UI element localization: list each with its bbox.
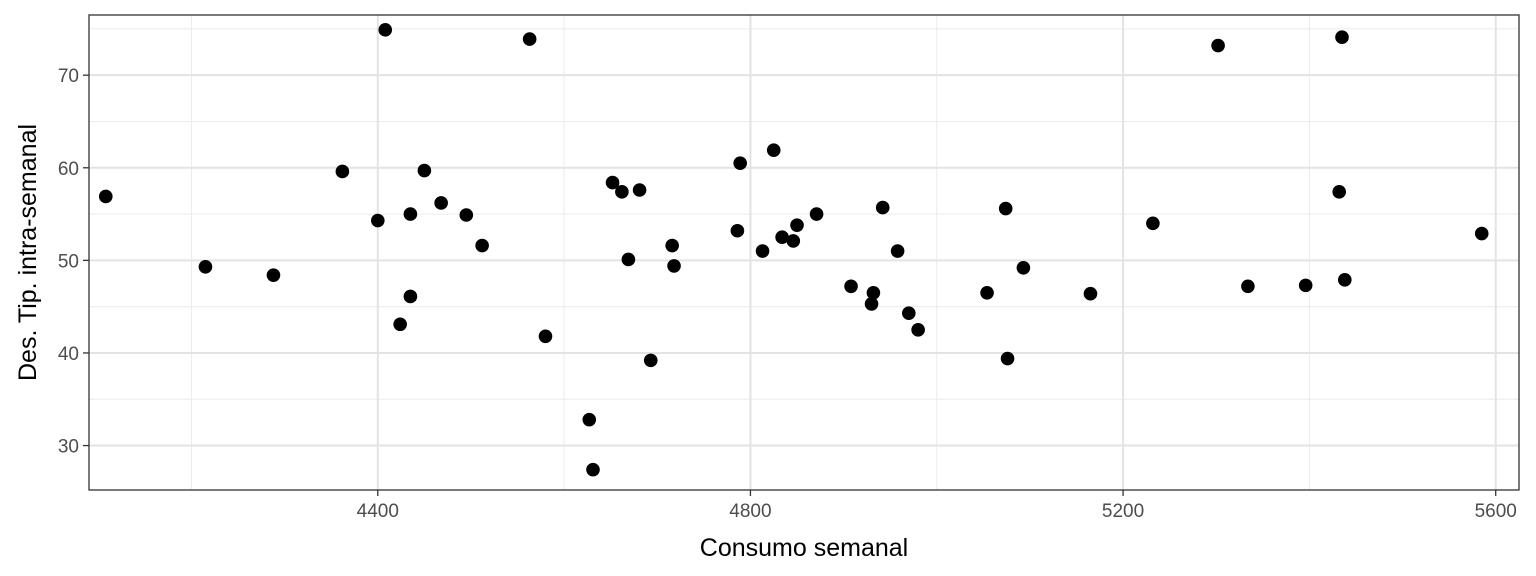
data-point xyxy=(522,32,537,46)
data-point xyxy=(621,252,636,267)
y-tick-label: 50 xyxy=(58,251,79,272)
data-point xyxy=(1016,260,1031,275)
plot-panel xyxy=(89,15,1519,490)
data-point xyxy=(902,306,916,320)
data-point xyxy=(775,230,789,245)
data-point xyxy=(1000,351,1015,366)
data-point xyxy=(417,163,432,178)
data-point xyxy=(733,156,747,170)
x-axis-ticks xyxy=(377,490,1497,496)
data-point xyxy=(790,218,804,232)
data-point xyxy=(403,207,418,221)
data-point xyxy=(459,208,474,222)
data-point xyxy=(665,238,679,253)
data-point xyxy=(730,223,745,238)
data-point xyxy=(911,323,925,337)
data-point xyxy=(632,183,647,197)
data-point xyxy=(615,185,629,199)
y-tick-label: 60 xyxy=(58,159,79,180)
data-point xyxy=(198,260,213,274)
data-point xyxy=(335,164,350,179)
data-point xyxy=(755,244,770,258)
data-point xyxy=(434,196,448,210)
data-point xyxy=(1298,278,1313,293)
x-tick-label: 4400 xyxy=(357,501,399,522)
data-point xyxy=(538,329,553,344)
major-gridlines xyxy=(89,15,1519,490)
plot-panel-border xyxy=(88,14,1520,491)
data-point xyxy=(766,143,781,157)
data-point xyxy=(1211,38,1225,53)
data-point xyxy=(98,189,113,204)
x-tick-label: 4800 xyxy=(729,501,771,522)
y-tick-label: 70 xyxy=(58,66,79,87)
data-point xyxy=(1241,279,1255,294)
y-axis-title: Des. Tip. intra-semanal xyxy=(14,124,42,381)
data-point xyxy=(403,289,418,304)
data-point xyxy=(980,285,994,300)
data-point xyxy=(998,201,1013,216)
data-point xyxy=(844,279,858,294)
y-axis-tick-labels: 30 40 50 60 70 xyxy=(58,66,79,457)
minor-gridlines xyxy=(89,15,1519,490)
x-tick-label: 5200 xyxy=(1102,501,1144,522)
data-point xyxy=(1474,226,1489,241)
data-point xyxy=(605,175,620,190)
data-point xyxy=(586,462,600,477)
data-point xyxy=(1083,286,1098,301)
data-point xyxy=(1332,185,1347,199)
y-tick-label: 30 xyxy=(58,437,79,458)
data-point xyxy=(809,207,824,221)
y-tick-label: 40 xyxy=(58,344,79,365)
data-point xyxy=(393,317,407,332)
data-point xyxy=(266,268,281,282)
data-point xyxy=(875,200,890,215)
data-point xyxy=(890,244,905,258)
x-axis-tick-labels: 4400 4800 5200 5600 xyxy=(357,501,1517,522)
data-point xyxy=(643,353,658,368)
x-tick-label: 5600 xyxy=(1475,501,1517,522)
data-point xyxy=(370,213,385,228)
data-point xyxy=(786,234,801,248)
data-point xyxy=(475,238,489,253)
x-axis-title: Consumo semanal xyxy=(700,534,908,562)
data-point xyxy=(1335,30,1349,45)
data-point xyxy=(378,23,393,37)
data-points xyxy=(98,23,1489,477)
data-point xyxy=(864,297,879,311)
y-axis-ticks xyxy=(83,74,89,447)
data-point xyxy=(1146,216,1160,231)
data-point xyxy=(866,285,881,300)
data-point xyxy=(1337,273,1352,287)
data-point xyxy=(667,259,681,273)
data-point xyxy=(582,412,597,427)
